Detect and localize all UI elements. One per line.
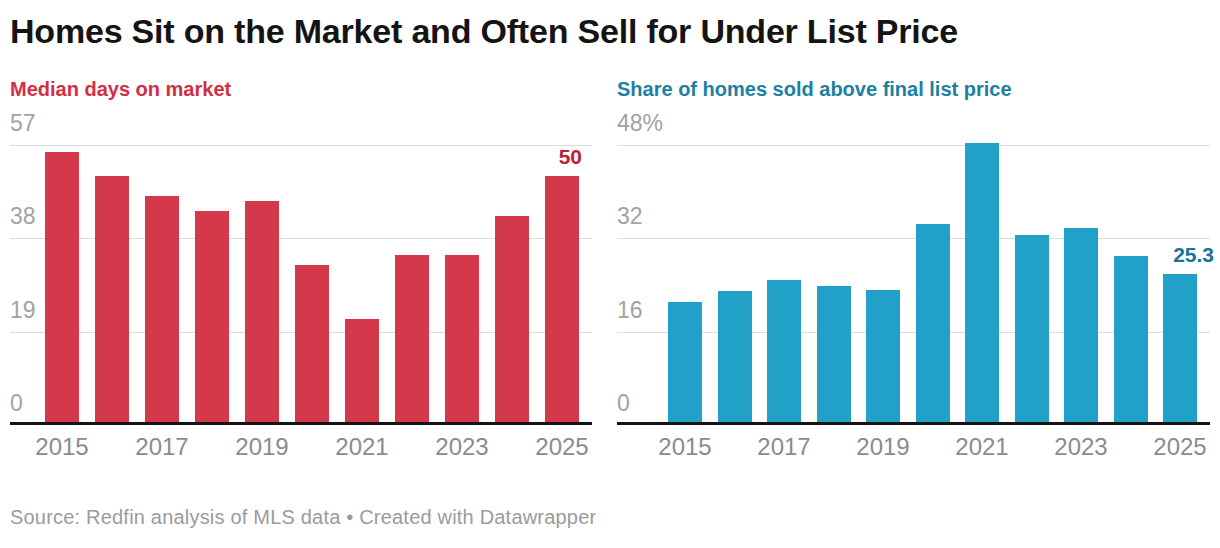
x-tick-label-2023: 2023 xyxy=(435,434,488,462)
source-note: Source: Redfin analysis of MLS data • Cr… xyxy=(10,506,1210,529)
x-tick-label-2021: 2021 xyxy=(335,434,388,462)
bar-2015 xyxy=(668,302,702,422)
x-tick-label-2015: 2015 xyxy=(35,434,88,462)
x-tick-label-2019: 2019 xyxy=(235,434,288,462)
chart-share-sold-above-list: Share of homes sold above final list pri… xyxy=(617,78,1210,462)
bar-2025 xyxy=(545,176,579,422)
bar-2018 xyxy=(195,211,229,422)
x-tick-cell-2015: 2015 xyxy=(45,434,79,462)
bars-group xyxy=(10,145,592,422)
page-title: Homes Sit on the Market and Often Sell f… xyxy=(10,12,1210,51)
x-tick-cell-empty xyxy=(1114,434,1148,462)
x-tick-cell-2025: 2025 xyxy=(1163,434,1197,462)
x-tick-cell-empty xyxy=(395,434,429,462)
bars-group xyxy=(617,145,1210,422)
y-tick-label-57: 57 xyxy=(10,112,36,135)
x-tick-cell-2021: 2021 xyxy=(345,434,379,462)
x-tick-cell-empty xyxy=(295,434,329,462)
x-tick-cell-empty xyxy=(916,434,950,462)
bar-2017 xyxy=(767,280,801,422)
bar-2021 xyxy=(345,319,379,422)
bar-2020 xyxy=(295,265,329,422)
x-tick-label-2015: 2015 xyxy=(658,434,711,462)
bar-2017 xyxy=(145,196,179,422)
x-tick-label-2025: 2025 xyxy=(535,434,588,462)
x-tick-cell-empty xyxy=(495,434,529,462)
bar-2024 xyxy=(1114,256,1148,422)
x-tick-cell-2019: 2019 xyxy=(866,434,900,462)
bar-2022 xyxy=(395,255,429,422)
bar-2023 xyxy=(1064,228,1098,422)
chart-median-days-on-market: Median days on market 573819050 2015 2017… xyxy=(10,78,592,462)
bar-2024 xyxy=(495,216,529,422)
left-chart-plot-area: 573819050 xyxy=(10,145,592,425)
x-tick-cell-empty xyxy=(195,434,229,462)
bar-2015 xyxy=(45,152,79,422)
bar-2019 xyxy=(866,290,900,422)
bar-2020 xyxy=(916,224,950,422)
x-tick-cell-empty xyxy=(95,434,129,462)
x-tick-label-2019: 2019 xyxy=(856,434,909,462)
x-tick-label-2017: 2017 xyxy=(135,434,188,462)
charts-row: Median days on market 573819050 2015 2017… xyxy=(10,78,1210,462)
x-tick-cell-2017: 2017 xyxy=(145,434,179,462)
x-tick-cell-empty xyxy=(718,434,752,462)
x-tick-cell-2017: 2017 xyxy=(767,434,801,462)
bar-2023 xyxy=(445,255,479,422)
bar-2016 xyxy=(718,291,752,422)
x-tick-label-2023: 2023 xyxy=(1054,434,1107,462)
x-tick-label-2021: 2021 xyxy=(955,434,1008,462)
x-tick-cell-empty xyxy=(1015,434,1049,462)
y-tick-label-48: 48% xyxy=(617,112,663,135)
chart-page: Homes Sit on the Market and Often Sell f… xyxy=(10,12,1210,529)
x-tick-label-2017: 2017 xyxy=(757,434,810,462)
left-chart-subtitle: Median days on market xyxy=(10,78,592,101)
x-tick-cell-2019: 2019 xyxy=(245,434,279,462)
right-chart-plot-area: 48%3216025.3 xyxy=(617,145,1210,425)
x-tick-cell-empty xyxy=(817,434,851,462)
left-chart-x-axis: 2015 2017 2019 2021 2023 2025 xyxy=(10,434,592,462)
value-annotation: 25.3 xyxy=(1173,244,1214,265)
bar-2025 xyxy=(1163,274,1197,422)
bar-2022 xyxy=(1015,235,1049,422)
x-tick-cell-2023: 2023 xyxy=(445,434,479,462)
bar-2016 xyxy=(95,176,129,422)
x-tick-label-2025: 2025 xyxy=(1153,434,1206,462)
x-tick-cell-2023: 2023 xyxy=(1064,434,1098,462)
value-annotation: 50 xyxy=(559,146,582,167)
bar-2019 xyxy=(245,201,279,422)
right-chart-x-axis: 2015 2017 2019 2021 2023 2025 xyxy=(617,434,1210,462)
x-tick-cell-2025: 2025 xyxy=(545,434,579,462)
bar-2018 xyxy=(817,286,851,423)
right-chart-subtitle: Share of homes sold above final list pri… xyxy=(617,78,1210,101)
x-tick-cell-2021: 2021 xyxy=(965,434,999,462)
bar-2021 xyxy=(965,143,999,422)
x-tick-cell-2015: 2015 xyxy=(668,434,702,462)
